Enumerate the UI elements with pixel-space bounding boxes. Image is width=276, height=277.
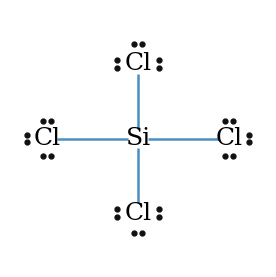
Text: Cl: Cl: [33, 127, 60, 150]
Text: Cl: Cl: [124, 202, 152, 225]
Text: Si: Si: [125, 127, 151, 150]
Text: Cl: Cl: [124, 52, 152, 75]
Text: Cl: Cl: [216, 127, 243, 150]
